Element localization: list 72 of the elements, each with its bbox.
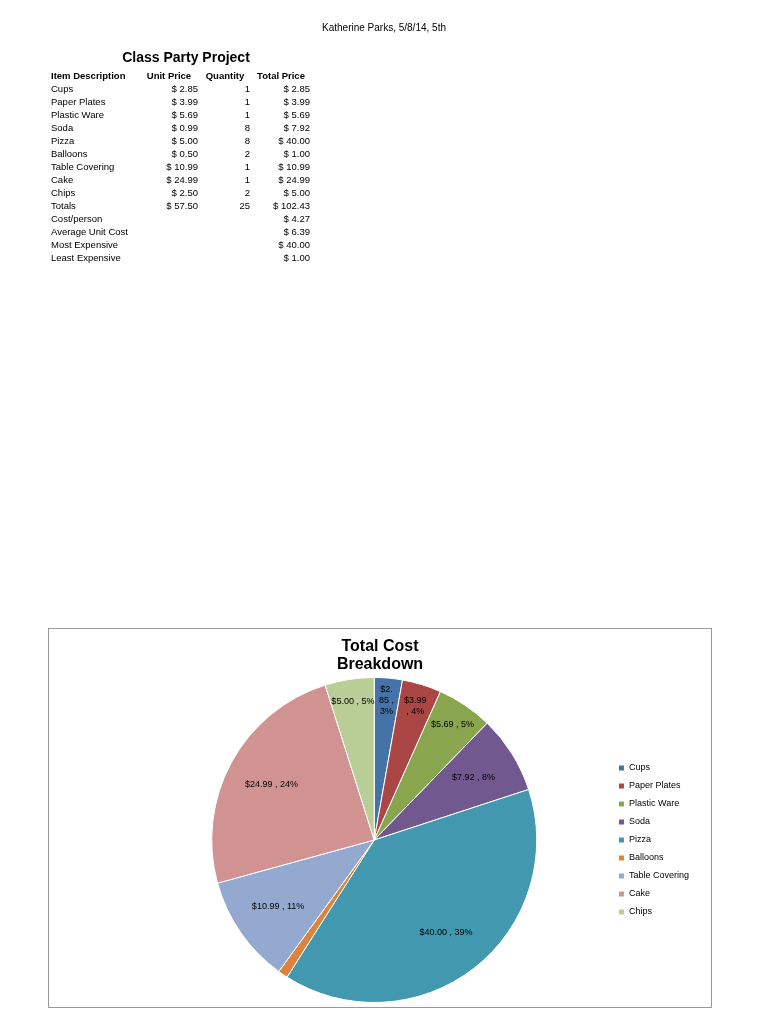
data-label: $ 40.00 <box>277 134 311 147</box>
data-label: 25 <box>238 199 251 212</box>
legend-label: Table Covering <box>628 870 690 881</box>
data-label: $ 4.27 <box>282 212 311 225</box>
category-label: Cake <box>51 173 75 186</box>
text: Katherine Parks, 5/8/14, 5th <box>321 21 447 33</box>
data-label: $ 6.39 <box>282 225 311 238</box>
data-label: $ 10.99 <box>165 160 199 173</box>
text: Quantity <box>204 69 246 82</box>
data-label: $ 24.99 <box>277 173 311 186</box>
data-label: 1 <box>243 108 251 121</box>
category-label: Average Unit Cost <box>51 225 129 238</box>
category-label: Balloons <box>51 147 89 160</box>
data-label: $ 5.69 <box>170 108 199 121</box>
data-label: $ 40.00 <box>277 238 311 251</box>
data-label: 8 <box>243 121 251 134</box>
data-label: $ 2.85 <box>170 82 199 95</box>
data-label: 1 <box>243 160 251 173</box>
data-label: 1 <box>243 95 251 108</box>
data-label: $ 7.92 <box>282 121 311 134</box>
chart-title: Total Cost Breakdown <box>335 637 425 673</box>
category-label: Plastic Ware <box>51 108 105 121</box>
data-label: 1 <box>243 82 251 95</box>
category-label: Cups <box>51 82 75 95</box>
data-label: $40.00 , 39% <box>419 926 473 937</box>
data-label: $24.99 , 24% <box>244 778 298 789</box>
data-label: 2 <box>243 186 251 199</box>
text: Item Description <box>51 69 127 82</box>
category-label: Cost/person <box>51 212 104 225</box>
category-label: Paper Plates <box>51 95 107 108</box>
legend-label: Cups <box>628 762 651 773</box>
legend-label: Cake <box>628 888 650 899</box>
legend-label: Plastic Ware <box>628 798 680 809</box>
category-label: Table Covering <box>51 160 116 173</box>
data-label: $ 1.00 <box>282 147 311 160</box>
data-label: $ 24.99 <box>165 173 199 186</box>
data-label: $ 10.99 <box>277 160 311 173</box>
data-label: $ 2.50 <box>170 186 199 199</box>
text: Class Party Project <box>121 49 251 65</box>
data-label: $ 5.00 <box>170 134 199 147</box>
data-label: $ 1.00 <box>282 251 311 264</box>
data-label: $ 5.00 <box>282 186 311 199</box>
legend-label: Paper Plates <box>628 780 681 791</box>
category-label: Totals <box>51 199 77 212</box>
text: Total Price <box>256 69 306 82</box>
data-label: $10.99 , 11% <box>251 901 305 912</box>
data-label: $ 2.85 <box>282 82 311 95</box>
category-label: Least Expensive <box>51 251 122 264</box>
data-label: $ 3.99 <box>282 95 311 108</box>
data-label: $ 5.69 <box>282 108 311 121</box>
data-label: $2.85 , 3% <box>378 684 394 717</box>
data-label: $ 0.99 <box>170 121 199 134</box>
data-label: $3.99 , 4% <box>403 695 427 717</box>
data-label: $5.69 , 5% <box>430 718 474 729</box>
legend-label: Soda <box>628 816 650 827</box>
legend-label: Balloons <box>628 852 664 863</box>
legend-label: Pizza <box>628 834 651 845</box>
category-label: Most Expensive <box>51 238 120 251</box>
data-label: $ 57.50 <box>165 199 199 212</box>
data-label: 2 <box>243 147 251 160</box>
data-label: $ 0.50 <box>170 147 199 160</box>
category-label: Pizza <box>51 134 76 147</box>
data-label: 1 <box>243 173 251 186</box>
data-label: $ 3.99 <box>170 95 199 108</box>
data-label: $ 102.43 <box>272 199 311 212</box>
data-label: $5.00 , 5% <box>331 696 375 707</box>
data-label: $7.92 , 8% <box>451 772 495 783</box>
category-label: Soda <box>51 121 75 134</box>
legend-label: Chips <box>628 906 653 917</box>
data-label: 8 <box>243 134 251 147</box>
category-label: Chips <box>51 186 77 199</box>
text: Unit Price <box>145 69 193 82</box>
